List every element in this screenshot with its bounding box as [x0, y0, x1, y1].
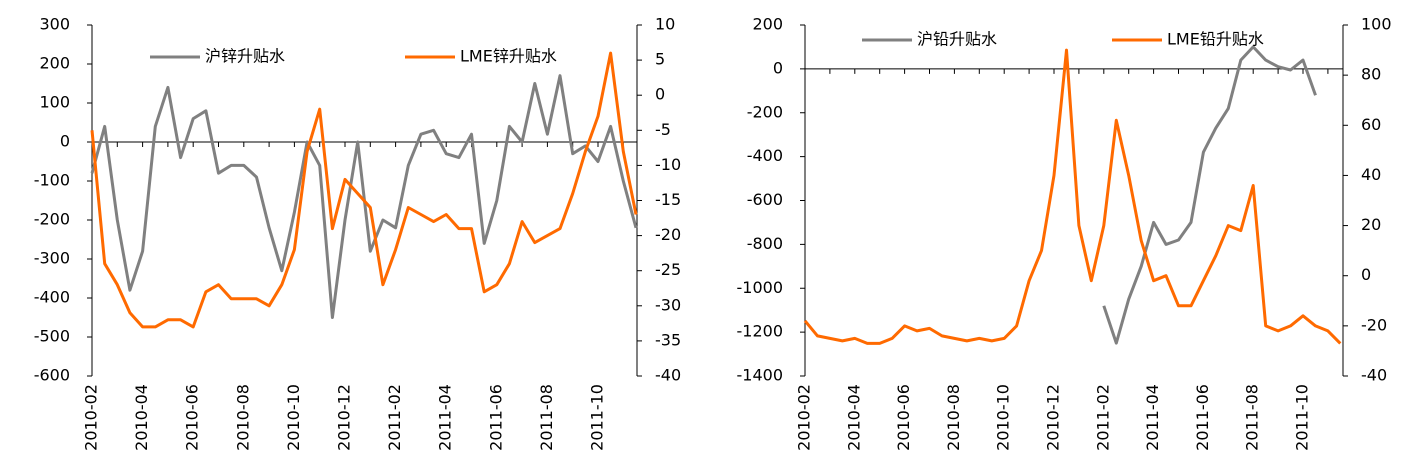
y-tick-label: -200 — [34, 210, 70, 229]
y-tick-label: -300 — [34, 249, 70, 268]
y-tick-label: -800 — [747, 234, 783, 253]
x-tick-label: 2011-04 — [436, 384, 455, 451]
y2-tick-label: -20 — [655, 225, 681, 244]
x-tick-label: 2011-10 — [588, 384, 607, 451]
y-tick-label: -600 — [747, 190, 783, 209]
x-tick-label: 2011-02 — [385, 384, 404, 451]
y2-tick-label: 10 — [655, 15, 675, 34]
legend-label: 沪锌升贴水 — [205, 47, 285, 66]
y2-tick-label: 40 — [1361, 165, 1381, 184]
x-tick-label: 2010-04 — [132, 384, 151, 451]
y-tick-label: 0 — [773, 58, 783, 77]
y-tick-label: -400 — [34, 288, 70, 307]
y-tick-label: -400 — [747, 146, 783, 165]
y2-tick-label: -20 — [1361, 315, 1387, 334]
y-tick-label: 0 — [60, 132, 70, 151]
y2-tick-label: -35 — [655, 330, 681, 349]
y-tick-label: 200 — [752, 15, 783, 34]
chart-panel: -1400-1200-1000-800-600-400-2000200-40-2… — [737, 15, 1392, 451]
y-tick-label: -600 — [34, 366, 70, 385]
y-tick-label: -500 — [34, 327, 70, 346]
series-line — [1102, 45, 1317, 345]
y-tick-label: -1400 — [737, 366, 784, 385]
y2-tick-label: 5 — [655, 50, 665, 69]
y2-tick-label: -25 — [655, 260, 681, 279]
x-tick-label: 2010-02 — [82, 384, 101, 451]
y-tick-label: -100 — [34, 171, 70, 190]
y2-tick-label: 20 — [1361, 215, 1381, 234]
y-tick-label: -1200 — [737, 322, 784, 341]
x-tick-label: 2010-10 — [994, 384, 1013, 451]
y2-tick-label: 0 — [1361, 265, 1371, 284]
y2-tick-label: 80 — [1361, 65, 1381, 84]
y2-tick-label: -40 — [655, 366, 681, 385]
y2-tick-label: 100 — [1361, 15, 1392, 34]
y-tick-label: -1000 — [737, 278, 784, 297]
x-tick-label: 2010-12 — [1044, 384, 1063, 451]
x-tick-label: 2010-04 — [844, 384, 863, 451]
x-tick-label: 2010-08 — [944, 384, 963, 451]
x-tick-label: 2011-08 — [537, 384, 556, 451]
y2-tick-label: -40 — [1361, 366, 1387, 385]
x-tick-label: 2011-04 — [1143, 384, 1162, 451]
x-tick-label: 2011-06 — [486, 384, 505, 451]
series-line — [90, 74, 638, 319]
chart-panel: -600-500-400-300-200-1000100200300-40-35… — [34, 15, 681, 451]
y2-tick-label: -10 — [655, 155, 681, 174]
legend-label: LME锌升贴水 — [460, 47, 557, 66]
y2-tick-label: -30 — [655, 295, 681, 314]
y2-tick-label: -15 — [655, 190, 681, 209]
legend-label: 沪铅升贴水 — [917, 30, 997, 49]
series-line — [90, 51, 638, 329]
x-tick-label: 2011-10 — [1293, 384, 1312, 451]
x-tick-label: 2010-06 — [894, 384, 913, 451]
y-tick-label: 100 — [39, 93, 70, 112]
x-tick-label: 2011-08 — [1243, 384, 1262, 451]
legend-label: LME铅升贴水 — [1167, 30, 1264, 49]
series-line — [803, 48, 1342, 345]
x-tick-label: 2010-10 — [284, 384, 303, 451]
x-tick-label: 2011-02 — [1093, 384, 1112, 451]
x-tick-label: 2011-06 — [1193, 384, 1212, 451]
y-tick-label: -200 — [747, 102, 783, 121]
y2-tick-label: -5 — [655, 120, 671, 139]
x-tick-label: 2010-12 — [335, 384, 354, 451]
y-tick-label: 200 — [39, 54, 70, 73]
y2-tick-label: 0 — [655, 85, 665, 104]
y2-tick-label: 60 — [1361, 115, 1381, 134]
y-tick-label: 300 — [39, 15, 70, 34]
x-tick-label: 2010-02 — [795, 384, 814, 451]
x-tick-label: 2010-08 — [233, 384, 252, 451]
x-tick-label: 2010-06 — [183, 384, 202, 451]
